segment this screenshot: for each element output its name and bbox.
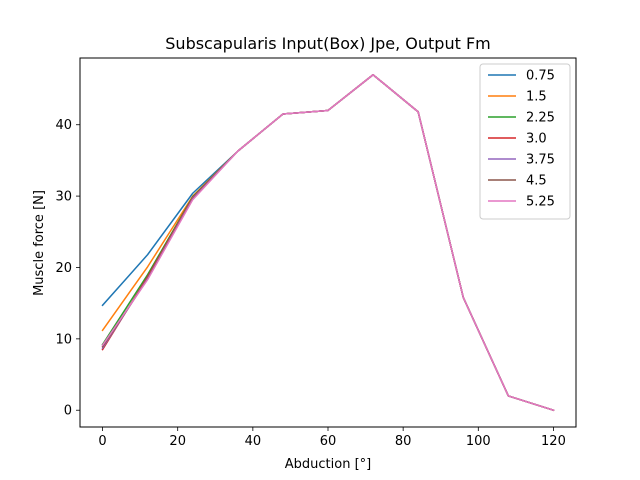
- ticks-layer: 0 20 40 60 80 100 120 0 10 20 30 40: [55, 118, 565, 449]
- x-tick-label-4: 80: [395, 434, 412, 449]
- legend-label-6: 5.25: [526, 195, 555, 210]
- y-tick-label-0: 0: [64, 404, 72, 419]
- x-tick-label-2: 40: [245, 434, 262, 449]
- legend-label-0: 0.75: [526, 69, 555, 84]
- legend-label-3: 3.0: [526, 132, 547, 147]
- x-tick-label-1: 20: [169, 434, 186, 449]
- legend-label-1: 1.5: [526, 90, 547, 105]
- legend-label-5: 4.5: [526, 174, 547, 189]
- chart-title: Subscapularis Input(Box) Jpe, Output Fm: [165, 34, 490, 53]
- y-tick-label-3: 30: [55, 190, 72, 205]
- legend-box: [479, 63, 571, 220]
- legend: 0.75 1.5 2.25 3.0 3.75 4.5 5.25: [479, 63, 571, 220]
- y-tick-label-4: 40: [55, 118, 72, 133]
- legend-label-2: 2.25: [526, 111, 555, 126]
- x-tick-label-5: 100: [466, 434, 491, 449]
- x-tick-label-3: 60: [320, 434, 337, 449]
- series-line-6: [101, 74, 555, 412]
- y-tick-label-2: 20: [55, 261, 72, 276]
- y-tick-label-1: 10: [55, 332, 72, 347]
- y-axis-label: Muscle force [N]: [32, 190, 47, 296]
- legend-label-4: 3.75: [526, 153, 555, 168]
- x-axis-label: Abduction [°]: [285, 457, 371, 472]
- x-tick-label-6: 120: [541, 434, 566, 449]
- series-layer: [101, 74, 555, 412]
- x-tick-label-0: 0: [98, 434, 106, 449]
